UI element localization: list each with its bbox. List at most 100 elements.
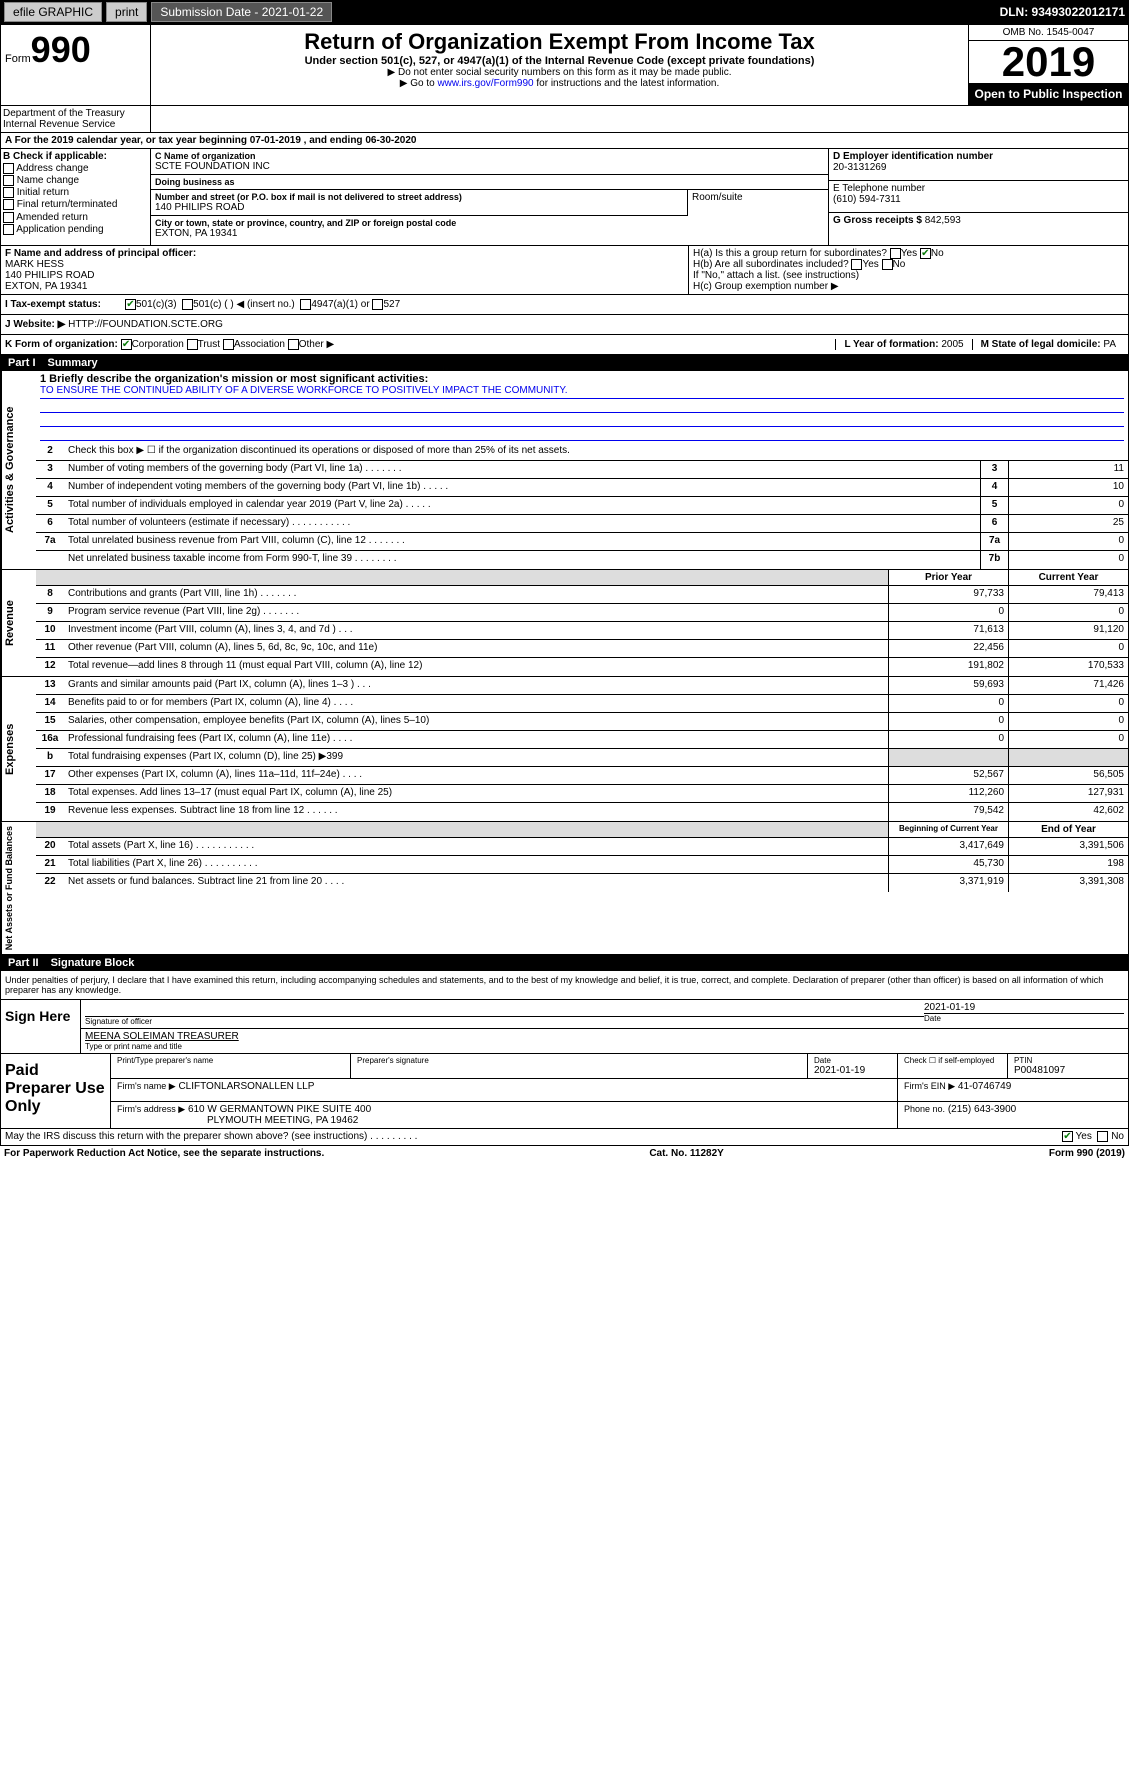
efile-btn[interactable]: efile GRAPHIC [4, 2, 102, 22]
street-label: Number and street (or P.O. box if mail i… [155, 192, 683, 202]
ha: H(a) Is this a group return for subordin… [693, 248, 1124, 259]
self-employed[interactable]: Check ☐ if self-employed [898, 1054, 1008, 1078]
end-year-hdr: End of Year [1008, 822, 1128, 837]
table-row: 10Investment income (Part VIII, column (… [36, 622, 1128, 640]
note2: ▶ Go to www.irs.gov/Form990 for instruct… [155, 78, 964, 89]
entity-grid: B Check if applicable: Address change Na… [0, 149, 1129, 246]
c-name-label: C Name of organization [155, 151, 824, 161]
subtitle: Under section 501(c), 527, or 4947(a)(1)… [155, 55, 964, 67]
cb-corp[interactable] [121, 339, 132, 350]
hc: H(c) Group exemption number ▶ [693, 281, 1124, 292]
governance-label: Activities & Governance [1, 371, 36, 569]
mission-blank1 [40, 399, 1124, 413]
table-row: 17Other expenses (Part IX, column (A), l… [36, 767, 1128, 785]
tax-status-row: I Tax-exempt status: 501(c)(3) 501(c) ( … [0, 295, 1129, 315]
cb-assoc[interactable] [223, 339, 234, 350]
netassets-section: Net Assets or Fund Balances Beginning of… [0, 822, 1129, 955]
table-row: 22Net assets or fund balances. Subtract … [36, 874, 1128, 892]
table-row: 19Revenue less expenses. Subtract line 1… [36, 803, 1128, 821]
d-label: D Employer identification number [833, 151, 1124, 162]
table-row: 20Total assets (Part X, line 16) . . . .… [36, 838, 1128, 856]
gross-receipts: 842,593 [925, 215, 961, 226]
city: EXTON, PA 19341 [155, 228, 824, 239]
cb-4947[interactable] [300, 299, 311, 310]
g-label: G Gross receipts $ [833, 215, 922, 226]
table-row: 9Program service revenue (Part VIII, lin… [36, 604, 1128, 622]
sig-date: 2021-01-19 [924, 1002, 1124, 1013]
pra-notice: For Paperwork Reduction Act Notice, see … [4, 1148, 324, 1159]
part2-header: Part II Signature Block [0, 955, 1129, 971]
org-name: SCTE FOUNDATION INC [155, 161, 824, 172]
department: Department of the Treasury Internal Reve… [1, 106, 151, 132]
cb-527[interactable] [372, 299, 383, 310]
officer-row: F Name and address of principal officer:… [0, 246, 1129, 295]
revenue-section: Revenue Prior Year Current Year 8Contrib… [0, 570, 1129, 677]
sig-officer-label: Signature of officer [85, 1016, 924, 1026]
tax-year: 2019 [969, 41, 1128, 83]
expenses-section: Expenses 13Grants and similar amounts pa… [0, 677, 1129, 822]
table-row: 6Total number of volunteers (estimate if… [36, 515, 1128, 533]
domicile: PA [1103, 339, 1116, 350]
cb-trust[interactable] [187, 339, 198, 350]
cb-initial[interactable]: Initial return [3, 187, 148, 198]
line2: Check this box ▶ ☐ if the organization d… [64, 443, 1128, 460]
website-url: HTTP://FOUNDATION.SCTE.ORG [68, 319, 223, 330]
cb-final[interactable]: Final return/terminated [3, 199, 148, 210]
table-row: 3Number of voting members of the governi… [36, 461, 1128, 479]
cb-other[interactable] [288, 339, 299, 350]
main-title: Return of Organization Exempt From Incom… [155, 29, 964, 55]
table-row: 11Other revenue (Part VIII, column (A), … [36, 640, 1128, 658]
goto-note [151, 106, 1128, 132]
section-defg: D Employer identification number 20-3131… [828, 149, 1128, 245]
city-label: City or town, state or province, country… [155, 218, 824, 228]
cb-501c[interactable] [182, 299, 193, 310]
line1-label: 1 Briefly describe the organization's mi… [40, 373, 1124, 385]
netassets-label: Net Assets or Fund Balances [1, 822, 36, 954]
open-public: Open to Public Inspection [969, 83, 1128, 105]
k-label: K Form of organization: [5, 339, 118, 350]
prep-date: 2021-01-19 [814, 1065, 891, 1076]
dln: DLN: 93493022012171 [1000, 5, 1125, 19]
top-bar: efile GRAPHIC print Submission Date - 20… [0, 0, 1129, 24]
submission-date: Submission Date - 2021-01-22 [151, 2, 332, 22]
revenue-label: Revenue [1, 570, 36, 676]
prep-phone: (215) 643-3900 [948, 1104, 1016, 1115]
officer-printed: MEENA SOLEIMAN TREASURER [85, 1031, 1124, 1042]
officer-name: MARK HESS [5, 259, 684, 270]
form-org-row: K Form of organization: Corporation Trus… [0, 335, 1129, 355]
table-row: 13Grants and similar amounts paid (Part … [36, 677, 1128, 695]
part2-num: Part II [8, 957, 39, 969]
cb-amended[interactable]: Amended return [3, 212, 148, 223]
print-btn[interactable]: print [106, 2, 147, 22]
cb-namechange[interactable]: Name change [3, 175, 148, 186]
prior-year-hdr: Prior Year [888, 570, 1008, 585]
cat-no: Cat. No. 11282Y [649, 1148, 723, 1159]
form-number-box: Form990 [1, 25, 151, 105]
cb-pending[interactable]: Application pending [3, 224, 148, 235]
perjury-text: Under penalties of perjury, I declare th… [1, 971, 1128, 999]
table-row: 5Total number of individuals employed in… [36, 497, 1128, 515]
part1-title: Summary [48, 357, 98, 369]
part2-title: Signature Block [51, 957, 135, 969]
paid-preparer: Paid Preparer Use Only Print/Type prepar… [0, 1054, 1129, 1129]
discuss-yes[interactable] [1062, 1131, 1073, 1142]
title-area: Return of Organization Exempt From Incom… [151, 25, 968, 105]
officer-city: EXTON, PA 19341 [5, 281, 684, 292]
current-year-hdr: Current Year [1008, 570, 1128, 585]
part1-num: Part I [8, 357, 36, 369]
discuss-no[interactable] [1097, 1131, 1108, 1142]
table-row: Net unrelated business taxable income fr… [36, 551, 1128, 569]
begin-year-hdr: Beginning of Current Year [888, 822, 1008, 837]
cb-address[interactable]: Address change [3, 163, 148, 174]
section-b: B Check if applicable: Address change Na… [1, 149, 151, 245]
section-c: C Name of organization SCTE FOUNDATION I… [151, 149, 828, 245]
website-row: J Website: ▶ HTTP://FOUNDATION.SCTE.ORG [0, 315, 1129, 335]
year-formation: 2005 [941, 339, 963, 350]
irs-link[interactable]: www.irs.gov/Form990 [437, 78, 533, 89]
year-box: OMB No. 1545-0047 2019 Open to Public In… [968, 25, 1128, 105]
phone: (610) 594-7311 [833, 194, 1124, 205]
ein: 20-3131269 [833, 162, 1124, 173]
signature-block: Under penalties of perjury, I declare th… [0, 971, 1129, 1054]
cb-501c3[interactable] [125, 299, 136, 310]
expenses-label: Expenses [1, 677, 36, 821]
